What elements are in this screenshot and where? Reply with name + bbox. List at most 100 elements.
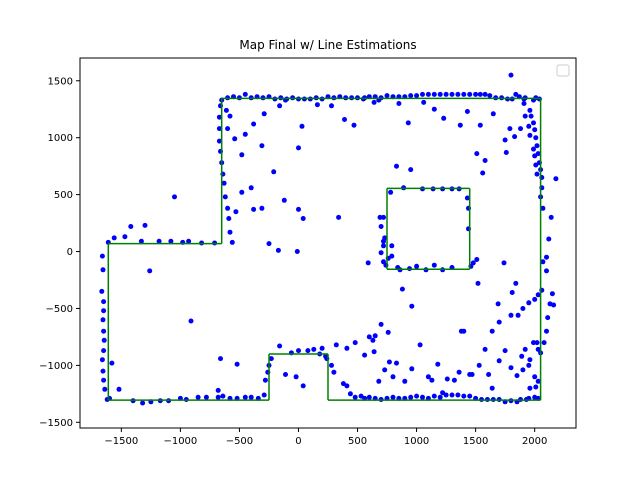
scatter-point: [388, 189, 394, 195]
scatter-point: [352, 340, 358, 346]
scatter-point: [502, 137, 508, 143]
scatter-point: [283, 372, 288, 377]
scatter-point: [540, 259, 546, 265]
scatter-point: [513, 91, 519, 97]
scatter-point: [457, 122, 463, 128]
scatter-point: [266, 241, 272, 247]
scatter-point: [188, 318, 194, 324]
scatter-point: [532, 374, 538, 380]
scatter-point: [378, 321, 384, 327]
x-tick-label: 2000: [522, 436, 547, 447]
scatter-point: [128, 224, 134, 229]
scatter-point: [414, 263, 420, 269]
scatter-point: [333, 342, 339, 348]
x-tick-label: −1500: [104, 436, 138, 447]
scatter-point: [549, 291, 555, 297]
scatter-point: [394, 163, 399, 169]
scatter-point: [540, 205, 546, 211]
scatter-point: [527, 357, 533, 363]
scatter-point: [522, 113, 528, 119]
scatter-point: [229, 239, 235, 245]
scatter-point: [508, 72, 514, 78]
scatter-point: [216, 126, 222, 132]
scatter-point: [441, 115, 447, 121]
scatter-point: [408, 167, 414, 173]
scatter-point: [531, 146, 536, 152]
scatter-point: [376, 378, 382, 384]
scatter-point: [329, 362, 334, 368]
scatter-point: [495, 301, 501, 307]
scatter-point: [102, 386, 108, 392]
scatter-point: [101, 337, 107, 343]
scatter-point: [100, 368, 106, 374]
scatter-point: [344, 345, 350, 351]
scatter-point: [385, 329, 391, 335]
scatter-point: [531, 340, 536, 346]
scatter-point: [378, 250, 384, 256]
scatter-point: [522, 346, 528, 352]
scatter-point: [300, 216, 306, 221]
scatter-point: [390, 374, 396, 380]
scatter-point: [548, 214, 554, 220]
scatter-point: [381, 243, 386, 249]
scatter-point: [514, 373, 520, 379]
scatter-point: [147, 268, 153, 274]
x-tick-label: 500: [348, 436, 367, 447]
scatter-point: [101, 348, 107, 354]
scatter-point: [455, 91, 461, 97]
y-tick-label: −500: [46, 304, 73, 315]
scatter-point: [251, 206, 257, 212]
scatter-point: [503, 150, 509, 155]
scatter-point: [390, 394, 396, 400]
scatter-point: [101, 299, 107, 305]
scatter-point: [527, 107, 533, 113]
scatter-point: [496, 358, 502, 364]
scatter-point: [371, 99, 377, 105]
line-estimations: [107, 97, 542, 401]
scatter-point: [431, 91, 437, 97]
scatter-point: [225, 205, 231, 211]
scatter-point: [216, 114, 222, 120]
x-tick-label: 1000: [404, 436, 429, 447]
scatter-point: [461, 328, 467, 334]
scatter-point: [437, 394, 443, 400]
scatter-point: [389, 243, 395, 249]
scatter-point: [518, 126, 523, 132]
scatter-point: [528, 113, 534, 119]
scatter-point: [389, 253, 395, 259]
scatter-point: [512, 134, 518, 140]
scatter-point: [456, 369, 462, 375]
scatter-point: [502, 348, 508, 354]
scatter-point: [111, 235, 117, 241]
scatter-point: [487, 93, 493, 99]
scatter-point: [461, 393, 467, 399]
scatter-point: [99, 288, 105, 294]
x-tick-label: −500: [226, 436, 253, 447]
scatter-point: [261, 392, 267, 398]
y-tick-label: −1000: [39, 361, 73, 372]
chart-title: Map Final w/ Line Estimations: [239, 38, 416, 52]
scatter-point: [526, 123, 532, 129]
scatter-point: [203, 394, 209, 400]
scatter-point: [482, 158, 488, 163]
scatter-point: [429, 377, 435, 383]
scatter-point: [532, 296, 538, 302]
scatter-point: [533, 384, 539, 390]
scatter-point: [300, 383, 306, 389]
scatter-point: [259, 143, 265, 149]
scatter-point: [381, 214, 386, 220]
x-tick-label: −1000: [163, 436, 197, 447]
scatter-point: [366, 334, 372, 340]
scatter-point: [296, 348, 301, 354]
scatter-point: [533, 135, 539, 141]
scatter-point: [435, 361, 441, 367]
scatter-point: [336, 214, 342, 220]
scatter-point: [239, 152, 245, 158]
scatter-point: [473, 91, 479, 97]
scatter-point: [109, 360, 115, 366]
y-tick-label: 1500: [48, 76, 73, 87]
scatter-point: [362, 352, 368, 358]
scatter-point: [489, 328, 495, 334]
scatter-point: [425, 374, 431, 380]
scatter-point: [268, 356, 274, 362]
